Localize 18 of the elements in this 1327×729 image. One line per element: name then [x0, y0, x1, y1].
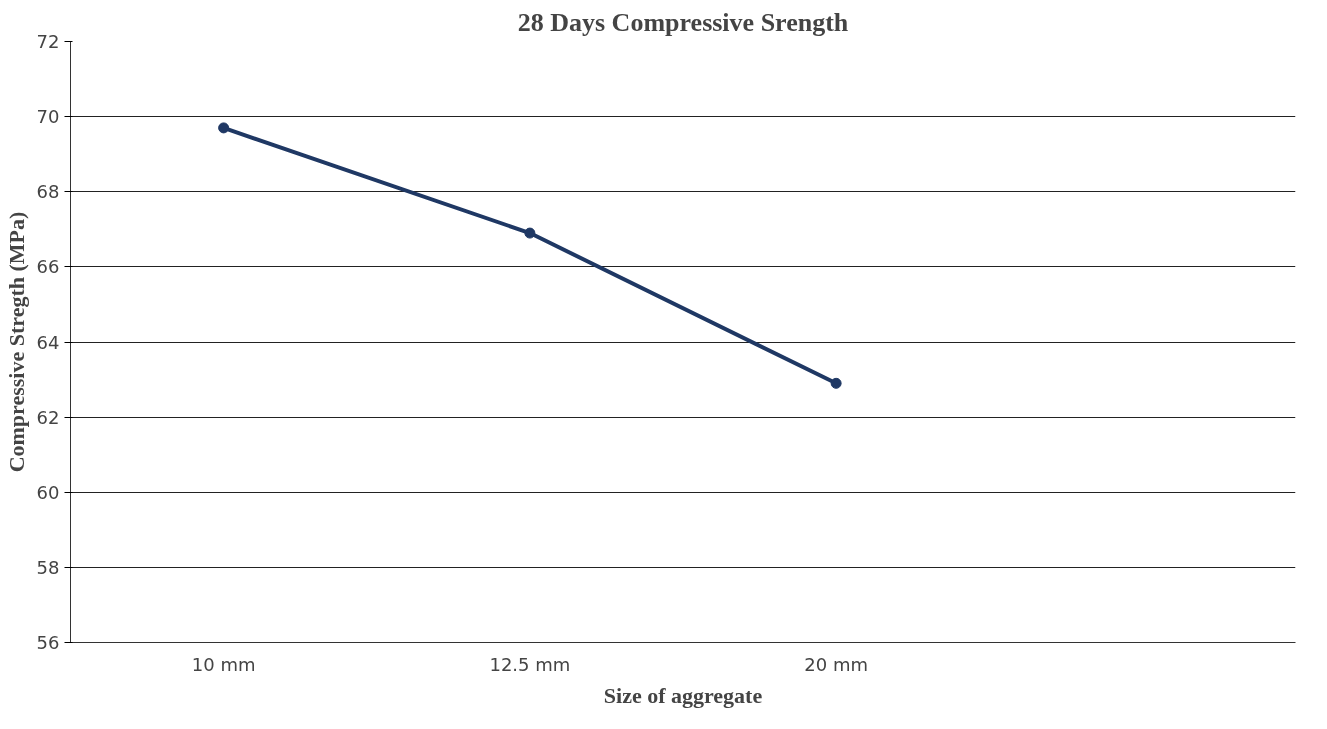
y-tick-label: 70: [36, 106, 60, 128]
chart-title: 28 Days Compressive Srength: [517, 7, 849, 37]
x-axis-title: Size of aggregate: [603, 682, 763, 708]
y-tick-label: 72: [36, 31, 60, 52]
y-tick-label: 56: [36, 632, 60, 653]
y-axis-title: Compressive Stregth (MPa): [3, 211, 29, 473]
y-tick-label: 64: [36, 331, 60, 353]
y-tick-label: 66: [36, 256, 60, 278]
point: [524, 227, 536, 239]
y-tick-label: 68: [36, 181, 60, 203]
y-tick-label: 58: [36, 556, 60, 578]
point: [830, 377, 842, 389]
x-tick-label: 12.5 mm: [489, 653, 571, 675]
y-tick-label: 62: [36, 406, 60, 428]
x-tick-label: 10 mm: [191, 653, 256, 675]
point: [218, 122, 230, 134]
x-tick-label: 20 mm: [804, 653, 868, 675]
y-tick-label: 60: [36, 481, 60, 503]
